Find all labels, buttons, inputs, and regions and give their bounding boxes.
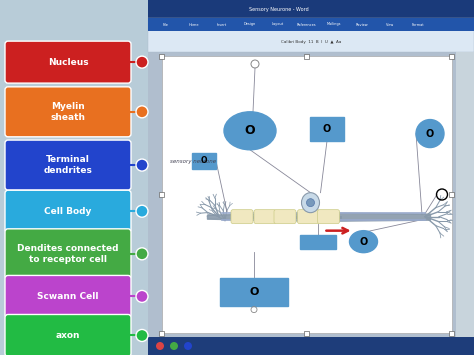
FancyBboxPatch shape: [148, 337, 474, 355]
Text: Scwann Cell: Scwann Cell: [37, 292, 99, 301]
FancyBboxPatch shape: [5, 315, 131, 355]
Text: Format: Format: [411, 22, 424, 27]
FancyBboxPatch shape: [254, 210, 276, 224]
FancyBboxPatch shape: [5, 140, 131, 190]
Text: References: References: [296, 22, 316, 27]
Text: Home: Home: [189, 22, 199, 27]
Ellipse shape: [301, 193, 319, 213]
Circle shape: [136, 56, 148, 68]
Circle shape: [170, 342, 178, 350]
Circle shape: [136, 106, 148, 118]
FancyBboxPatch shape: [304, 331, 310, 335]
Text: Cell Body: Cell Body: [44, 207, 91, 216]
Text: File: File: [163, 22, 169, 27]
FancyBboxPatch shape: [159, 192, 164, 197]
FancyBboxPatch shape: [5, 190, 131, 232]
Text: Mailings: Mailings: [327, 22, 341, 27]
FancyBboxPatch shape: [192, 153, 216, 169]
FancyBboxPatch shape: [5, 87, 131, 137]
Text: Myelin
sheath: Myelin sheath: [51, 102, 85, 121]
FancyBboxPatch shape: [159, 331, 164, 335]
FancyBboxPatch shape: [231, 210, 253, 224]
Circle shape: [136, 248, 148, 260]
Text: O: O: [245, 124, 255, 137]
Ellipse shape: [349, 231, 377, 253]
FancyBboxPatch shape: [5, 275, 131, 317]
Ellipse shape: [224, 112, 276, 150]
FancyBboxPatch shape: [456, 52, 474, 337]
Text: Calibri Body  11  B  I  U  ▲  Aa: Calibri Body 11 B I U ▲ Aa: [281, 39, 341, 44]
FancyBboxPatch shape: [310, 117, 344, 141]
FancyBboxPatch shape: [148, 18, 474, 52]
FancyBboxPatch shape: [449, 192, 455, 197]
FancyBboxPatch shape: [449, 331, 455, 335]
Text: Dendites connected
to receptor cell: Dendites connected to receptor cell: [17, 244, 119, 263]
FancyBboxPatch shape: [159, 54, 164, 59]
Ellipse shape: [416, 120, 444, 148]
FancyBboxPatch shape: [162, 56, 452, 333]
Text: View: View: [386, 22, 394, 27]
Text: O: O: [426, 129, 434, 138]
FancyBboxPatch shape: [304, 54, 310, 59]
Text: Nucleus: Nucleus: [48, 58, 88, 67]
FancyBboxPatch shape: [148, 18, 474, 31]
FancyBboxPatch shape: [298, 210, 319, 224]
Text: Sensory Neurone - Word: Sensory Neurone - Word: [248, 6, 308, 11]
Text: Layout: Layout: [272, 22, 284, 27]
Text: O: O: [323, 124, 331, 134]
Text: Insert: Insert: [217, 22, 227, 27]
FancyBboxPatch shape: [148, 0, 474, 355]
Circle shape: [136, 329, 148, 342]
Circle shape: [307, 199, 315, 207]
FancyBboxPatch shape: [449, 54, 455, 59]
Circle shape: [136, 205, 148, 217]
Text: O: O: [249, 286, 259, 296]
Text: Design: Design: [244, 22, 256, 27]
FancyBboxPatch shape: [5, 229, 131, 279]
Text: sensory neurone: sensory neurone: [170, 159, 216, 164]
FancyBboxPatch shape: [5, 41, 131, 83]
Text: O: O: [201, 157, 207, 165]
Circle shape: [136, 290, 148, 302]
Circle shape: [136, 159, 148, 171]
FancyBboxPatch shape: [220, 278, 288, 306]
FancyBboxPatch shape: [274, 210, 296, 224]
FancyBboxPatch shape: [301, 235, 337, 248]
Text: O: O: [359, 237, 368, 247]
FancyBboxPatch shape: [148, 0, 474, 18]
Text: axon: axon: [56, 331, 80, 340]
Circle shape: [184, 342, 192, 350]
Circle shape: [156, 342, 164, 350]
Text: Review: Review: [356, 22, 368, 27]
FancyBboxPatch shape: [318, 210, 339, 224]
Text: Terminal
dendrites: Terminal dendrites: [44, 155, 92, 175]
